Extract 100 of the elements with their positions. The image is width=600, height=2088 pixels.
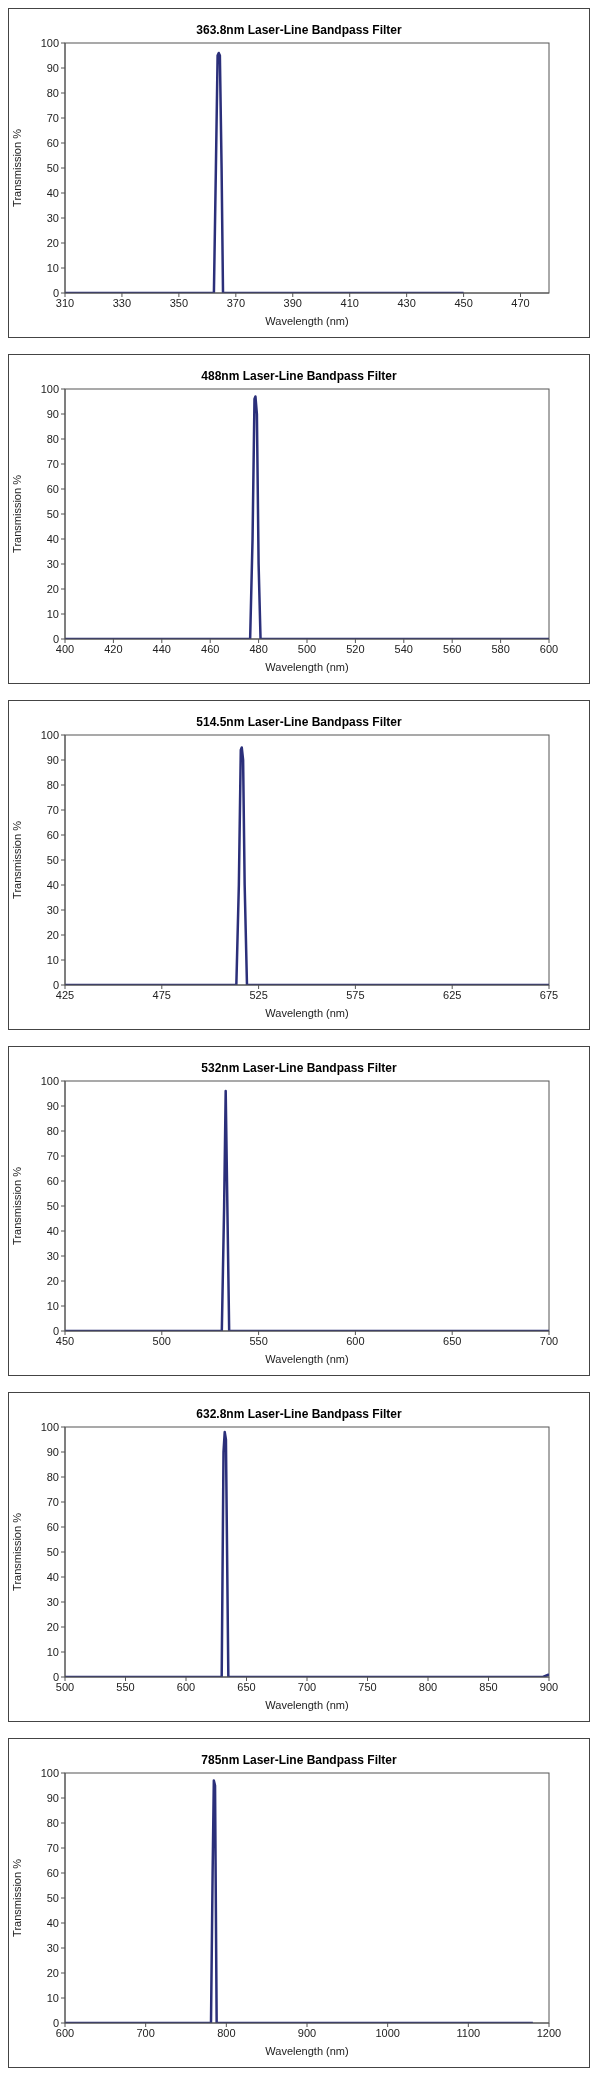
- y-tick-label: 90: [46, 407, 59, 420]
- y-tick-label: 50: [46, 507, 59, 520]
- y-tick-label: 0: [52, 2016, 59, 2029]
- x-tick-label: 475: [152, 988, 171, 1001]
- y-axis-title: Transmission %: [10, 1166, 23, 1245]
- y-tick-label: 40: [46, 1916, 59, 1929]
- y-tick-label: 10: [46, 607, 59, 620]
- y-tick-label: 70: [46, 1495, 59, 1508]
- x-tick-label: 700: [539, 1334, 559, 1347]
- x-tick-label: 525: [249, 988, 268, 1001]
- y-axis-title: Transmission %: [10, 474, 23, 553]
- y-tick-label: 100: [40, 36, 59, 49]
- y-tick-label: 30: [46, 557, 59, 570]
- y-tick-label: 50: [46, 1199, 59, 1212]
- y-tick-label: 60: [46, 1866, 59, 1879]
- y-tick-label: 100: [40, 728, 59, 741]
- x-tick-label: 540: [394, 642, 413, 655]
- y-tick-label: 10: [46, 1991, 59, 2004]
- y-tick-label: 30: [46, 1249, 59, 1262]
- y-tick-label: 20: [46, 1620, 59, 1633]
- x-tick-label: 1000: [375, 2026, 400, 2039]
- y-tick-label: 100: [40, 382, 59, 395]
- y-tick-label: 90: [46, 1445, 59, 1458]
- chart-title: 363.8nm Laser-Line Bandpass Filter: [196, 23, 402, 37]
- x-axis-title: Wavelength (nm): [265, 1699, 349, 1711]
- x-tick-label: 580: [491, 642, 510, 655]
- y-tick-label: 20: [46, 1966, 59, 1979]
- x-tick-label: 425: [55, 988, 75, 1001]
- x-tick-label: 400: [55, 642, 75, 655]
- y-tick-label: 60: [46, 482, 59, 495]
- x-tick-label: 900: [297, 2026, 317, 2039]
- x-tick-label: 700: [297, 1680, 317, 1693]
- x-tick-label: 500: [152, 1334, 171, 1347]
- y-tick-label: 0: [52, 1324, 59, 1337]
- x-tick-label: 675: [539, 988, 559, 1001]
- y-tick-label: 100: [40, 1420, 59, 1433]
- y-tick-label: 0: [52, 286, 59, 299]
- y-tick-label: 40: [46, 878, 59, 891]
- y-tick-label: 0: [52, 978, 59, 991]
- y-tick-label: 0: [52, 632, 59, 645]
- y-tick-label: 20: [46, 928, 59, 941]
- x-tick-label: 480: [249, 642, 268, 655]
- chart-title: 514.5nm Laser-Line Bandpass Filter: [196, 715, 402, 729]
- y-tick-label: 50: [46, 1891, 59, 1904]
- x-tick-label: 700: [136, 2026, 155, 2039]
- x-tick-label: 900: [539, 1680, 559, 1693]
- y-tick-label: 90: [46, 61, 59, 74]
- x-tick-label: 460: [201, 642, 220, 655]
- x-tick-label: 500: [55, 1680, 75, 1693]
- x-axis-title: Wavelength (nm): [265, 1007, 349, 1019]
- x-tick-label: 1100: [456, 2026, 481, 2039]
- y-tick-label: 10: [46, 261, 59, 274]
- y-tick-label: 80: [46, 1816, 59, 1829]
- y-tick-label: 70: [46, 111, 59, 124]
- y-axis-title: Transmission %: [10, 1512, 23, 1591]
- y-tick-label: 20: [46, 1274, 59, 1287]
- x-tick-label: 450: [55, 1334, 75, 1347]
- y-tick-label: 30: [46, 1941, 59, 1954]
- x-tick-label: 625: [443, 988, 462, 1001]
- y-tick-label: 80: [46, 86, 59, 99]
- x-tick-label: 500: [297, 642, 317, 655]
- y-tick-label: 70: [46, 1841, 59, 1854]
- y-tick-label: 40: [46, 1224, 59, 1237]
- y-tick-label: 0: [52, 1670, 59, 1683]
- chart-title: 488nm Laser-Line Bandpass Filter: [201, 369, 397, 383]
- y-tick-label: 10: [46, 1645, 59, 1658]
- y-tick-label: 80: [46, 1470, 59, 1483]
- chart-title: 785nm Laser-Line Bandpass Filter: [201, 1753, 397, 1767]
- y-tick-label: 80: [46, 778, 59, 791]
- y-tick-label: 90: [46, 1791, 59, 1804]
- x-tick-label: 370: [226, 296, 245, 309]
- y-tick-label: 30: [46, 1595, 59, 1608]
- y-axis-title: Transmission %: [10, 820, 23, 899]
- x-tick-label: 750: [358, 1680, 377, 1693]
- x-tick-label: 600: [539, 642, 559, 655]
- x-tick-label: 600: [346, 1334, 365, 1347]
- y-tick-label: 40: [46, 186, 59, 199]
- y-tick-label: 60: [46, 828, 59, 841]
- y-tick-label: 70: [46, 1149, 59, 1162]
- x-tick-label: 450: [454, 296, 473, 309]
- x-axis-title: Wavelength (nm): [265, 1353, 349, 1365]
- y-tick-label: 30: [46, 903, 59, 916]
- y-tick-label: 40: [46, 1570, 59, 1583]
- y-tick-label: 30: [46, 211, 59, 224]
- y-tick-label: 90: [46, 1099, 59, 1112]
- x-tick-label: 800: [418, 1680, 438, 1693]
- y-tick-label: 50: [46, 1545, 59, 1558]
- y-tick-label: 20: [46, 582, 59, 595]
- x-tick-label: 350: [169, 296, 189, 309]
- x-axis-title: Wavelength (nm): [265, 661, 349, 673]
- x-tick-label: 600: [55, 2026, 75, 2039]
- y-tick-label: 50: [46, 853, 59, 866]
- x-tick-label: 470: [511, 296, 530, 309]
- x-axis-title: Wavelength (nm): [265, 315, 349, 327]
- chart-title: 532nm Laser-Line Bandpass Filter: [201, 1061, 397, 1075]
- x-tick-label: 550: [249, 1334, 268, 1347]
- x-tick-label: 390: [283, 296, 302, 309]
- y-axis-title: Transmission %: [10, 128, 23, 207]
- y-tick-label: 50: [46, 161, 59, 174]
- y-tick-label: 10: [46, 953, 59, 966]
